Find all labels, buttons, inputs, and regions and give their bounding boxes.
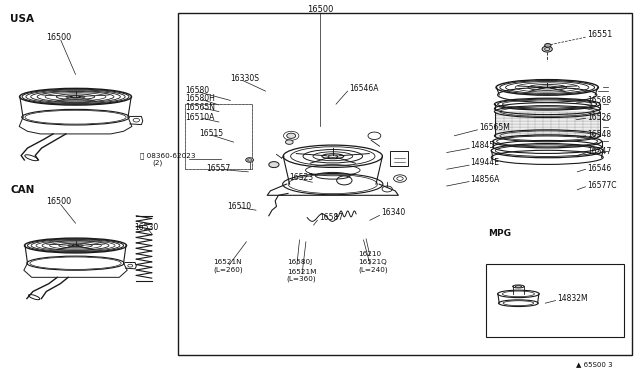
Text: 16580H: 16580H: [185, 94, 215, 103]
Text: 16530: 16530: [134, 223, 159, 232]
Bar: [486, 264, 624, 337]
Text: 16521Q: 16521Q: [358, 259, 387, 265]
Text: (L=260): (L=260): [213, 266, 243, 273]
Ellipse shape: [70, 96, 81, 98]
Text: 16210: 16210: [358, 251, 381, 257]
Text: 16547: 16547: [588, 147, 612, 156]
Text: 16500: 16500: [307, 5, 333, 14]
Circle shape: [285, 140, 293, 144]
Text: 16580: 16580: [185, 86, 209, 94]
Circle shape: [287, 133, 296, 138]
Circle shape: [545, 44, 551, 47]
Text: 16546A: 16546A: [349, 84, 378, 93]
Bar: [390, 151, 408, 166]
Text: (2): (2): [152, 160, 163, 166]
Text: 14856A: 14856A: [470, 175, 500, 184]
Text: 16587: 16587: [319, 213, 343, 222]
Text: (L=240): (L=240): [358, 266, 388, 273]
Circle shape: [269, 162, 279, 167]
Bar: [178, 13, 632, 355]
Text: 16565N: 16565N: [185, 103, 215, 112]
Text: 16523: 16523: [289, 173, 314, 182]
Text: 16510A: 16510A: [185, 113, 214, 122]
Text: 14832M: 14832M: [557, 294, 588, 303]
Text: ▲ 65S00 3: ▲ 65S00 3: [576, 361, 612, 367]
Circle shape: [542, 46, 552, 52]
Text: 14944E: 14944E: [470, 158, 499, 167]
Text: MPG: MPG: [488, 229, 511, 238]
Text: 16330S: 16330S: [230, 74, 259, 83]
Text: 16500: 16500: [46, 197, 71, 206]
Text: 16551: 16551: [588, 30, 612, 39]
Text: 16580J: 16580J: [287, 259, 312, 265]
Text: 16526: 16526: [588, 113, 612, 122]
Text: 16521N: 16521N: [213, 259, 242, 265]
Text: 16340: 16340: [381, 208, 405, 217]
Text: 16521M: 16521M: [287, 269, 316, 275]
Text: 16565M: 16565M: [479, 123, 509, 132]
Text: USA: USA: [10, 14, 35, 23]
Text: 16557: 16557: [206, 164, 230, 173]
Text: Ⓢ 08360-62023: Ⓢ 08360-62023: [140, 152, 196, 159]
Circle shape: [246, 158, 253, 162]
Text: 16515: 16515: [200, 129, 224, 138]
Text: 16500: 16500: [46, 33, 71, 42]
Text: 16548: 16548: [588, 130, 612, 139]
Text: 16568: 16568: [588, 96, 612, 105]
Text: CAN: CAN: [10, 185, 35, 195]
Bar: [185, 104, 252, 169]
Text: 16577C: 16577C: [588, 181, 617, 190]
Text: 14845: 14845: [470, 141, 495, 150]
Text: (L=360): (L=360): [287, 276, 316, 282]
Text: 16510: 16510: [227, 202, 252, 211]
Text: 16546: 16546: [588, 164, 612, 173]
Bar: [185, 104, 252, 169]
